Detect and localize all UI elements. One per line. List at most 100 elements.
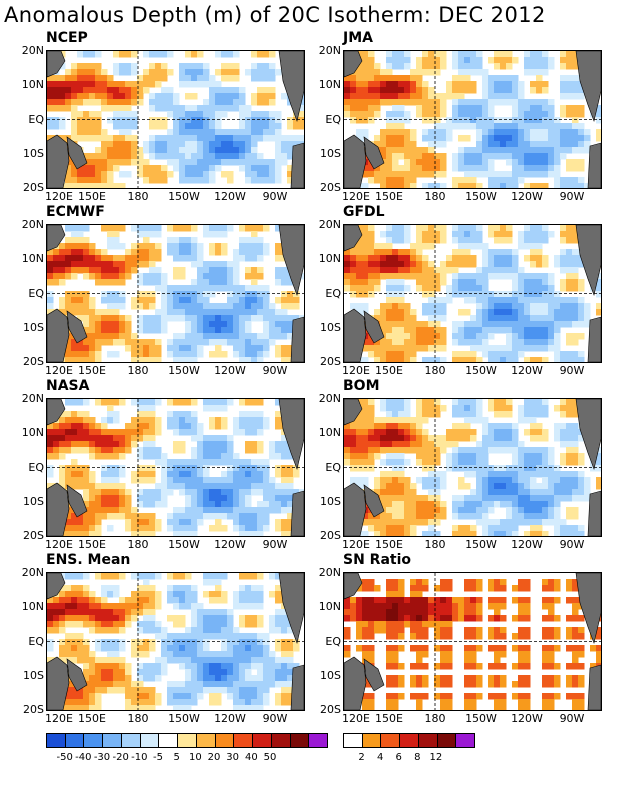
field-cell <box>578 111 585 118</box>
field-cell <box>173 135 180 142</box>
field-cell <box>380 441 387 448</box>
field-cell <box>548 321 555 328</box>
field-cell <box>125 327 132 334</box>
field-cell <box>257 249 264 256</box>
field-cell <box>410 141 417 148</box>
field-cell <box>101 435 108 442</box>
field-cell <box>476 459 483 466</box>
field-cell <box>572 135 579 142</box>
field-cell <box>380 513 387 520</box>
field-cell <box>245 117 252 124</box>
field-cell <box>386 267 393 274</box>
field-cell <box>554 465 561 472</box>
field-cell <box>572 147 579 154</box>
field-cell <box>113 339 120 346</box>
field-cell <box>281 309 288 316</box>
field-cell <box>77 75 84 82</box>
field-cell <box>191 471 198 478</box>
field-cell <box>470 285 477 292</box>
field-cell <box>500 93 507 100</box>
field-cell <box>53 255 60 262</box>
field-cell <box>101 267 108 274</box>
field-cell <box>113 93 120 100</box>
field-cell <box>251 603 258 610</box>
field-cell <box>494 177 501 184</box>
field-cell <box>275 645 282 652</box>
field-cell <box>83 321 90 328</box>
field-cell <box>530 423 537 430</box>
field-cell <box>191 165 198 172</box>
field-cell <box>251 69 258 76</box>
field-cell <box>125 81 132 88</box>
field-cell <box>470 183 477 188</box>
field-cell <box>263 315 270 322</box>
field-cell <box>362 87 369 94</box>
field-cell <box>578 87 585 94</box>
field-cell <box>566 507 573 514</box>
field-cell <box>83 75 90 82</box>
lon-label: 180 <box>424 190 446 203</box>
field-cell <box>275 447 282 454</box>
field-cell <box>275 615 282 622</box>
field-cell <box>197 69 204 76</box>
field-cell <box>59 483 66 490</box>
field-cell <box>356 429 363 436</box>
field-cell <box>368 453 375 460</box>
field-cell <box>191 81 198 88</box>
field-cell <box>101 75 108 82</box>
field-cell <box>542 327 549 334</box>
field-cell <box>47 303 54 310</box>
field-cell <box>257 357 264 362</box>
field-cell <box>185 159 192 166</box>
field-cell <box>404 429 411 436</box>
field-cell <box>356 273 363 280</box>
field-cell <box>530 429 537 436</box>
field-cell <box>368 255 375 262</box>
field-cell <box>452 267 459 274</box>
field-cell <box>494 87 501 94</box>
field-cell <box>185 591 192 598</box>
field-cell <box>275 165 282 172</box>
field-cell <box>95 261 102 268</box>
field-cell <box>500 291 507 298</box>
field-cell <box>107 429 114 436</box>
field-cell <box>506 471 513 478</box>
field-cell <box>464 429 471 436</box>
field-cell <box>368 57 375 64</box>
field-cell <box>416 255 423 262</box>
field-cell <box>251 273 258 280</box>
field-cell <box>410 147 417 154</box>
field-cell <box>368 225 375 232</box>
field-cell <box>221 339 228 346</box>
field-cell <box>191 321 198 328</box>
field-cell <box>410 321 417 328</box>
field-cell <box>536 303 543 310</box>
field-cell <box>59 645 66 652</box>
field-cell <box>488 93 495 100</box>
field-cell <box>446 93 453 100</box>
field-cell <box>494 309 501 316</box>
field-cell <box>107 297 114 304</box>
field-cell <box>530 315 537 322</box>
field-cell <box>440 129 447 136</box>
field-cell <box>149 99 156 106</box>
field-cell <box>281 495 288 502</box>
field-cell <box>572 297 579 304</box>
field-cell <box>203 459 210 466</box>
field-cell <box>245 153 252 160</box>
field-cell <box>257 345 264 352</box>
field-cell <box>173 249 180 256</box>
field-cell <box>530 165 537 172</box>
field-cell <box>125 63 132 70</box>
field-cell <box>101 327 108 334</box>
field-cell <box>227 159 234 166</box>
field-cell <box>281 315 288 322</box>
field-cell <box>299 117 304 124</box>
field-cell <box>362 117 369 124</box>
field-cell <box>416 261 423 268</box>
field-cell <box>275 267 282 274</box>
field-cell <box>119 63 126 70</box>
field-cell <box>512 465 519 472</box>
field-cell <box>149 225 156 232</box>
field-cell <box>173 597 180 604</box>
